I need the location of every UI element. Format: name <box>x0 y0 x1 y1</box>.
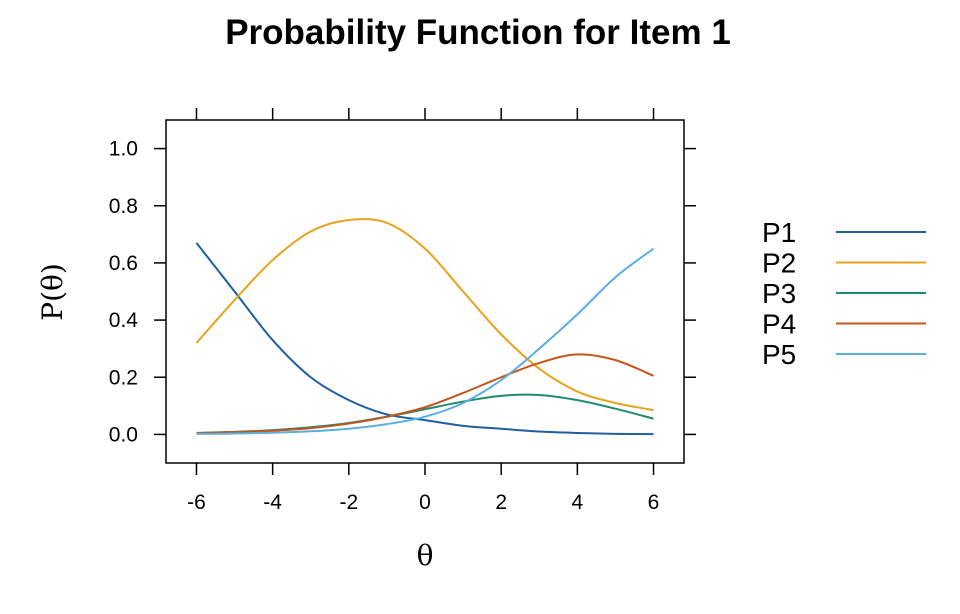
y-tick-label: 0.6 <box>109 252 138 275</box>
x-axis-label: θ <box>417 539 434 572</box>
axes: -6 -4 -2 0 2 4 6 0.0 0.2 0.4 0.6 0.8 1.0 <box>109 108 696 514</box>
y-tick-label: 0.2 <box>109 366 138 389</box>
legend-label-p2: P2 <box>762 248 796 279</box>
y-tick-label: 0.4 <box>109 309 139 332</box>
chart-title: Probability Function for Item 1 <box>225 13 731 52</box>
series-line-p4 <box>196 353 654 434</box>
x-tick-label: -6 <box>187 491 206 514</box>
y-axis-label: P(θ) <box>36 263 69 321</box>
x-tick-label: -2 <box>339 491 358 514</box>
series-line-p1 <box>195 242 654 436</box>
series-lines <box>195 218 655 436</box>
x-tick-label: -4 <box>263 491 282 514</box>
y-tick-label: 0.0 <box>109 423 138 446</box>
x-tick-label: 0 <box>419 491 431 514</box>
x-tick-label: 6 <box>648 491 660 514</box>
y-tick-label: 1.0 <box>109 138 138 161</box>
legend-label-p3: P3 <box>762 278 796 309</box>
legend-label-p5: P5 <box>762 339 796 370</box>
series-line-p5 <box>196 247 655 435</box>
legend-label-p4: P4 <box>762 309 796 340</box>
legend-label-p1: P1 <box>762 217 796 248</box>
x-tick-label: 4 <box>572 491 584 514</box>
y-tick-label: 0.8 <box>109 195 138 218</box>
series-line-p2 <box>195 218 654 412</box>
series-line-p3 <box>196 393 654 434</box>
x-tick-label: 2 <box>495 491 507 514</box>
